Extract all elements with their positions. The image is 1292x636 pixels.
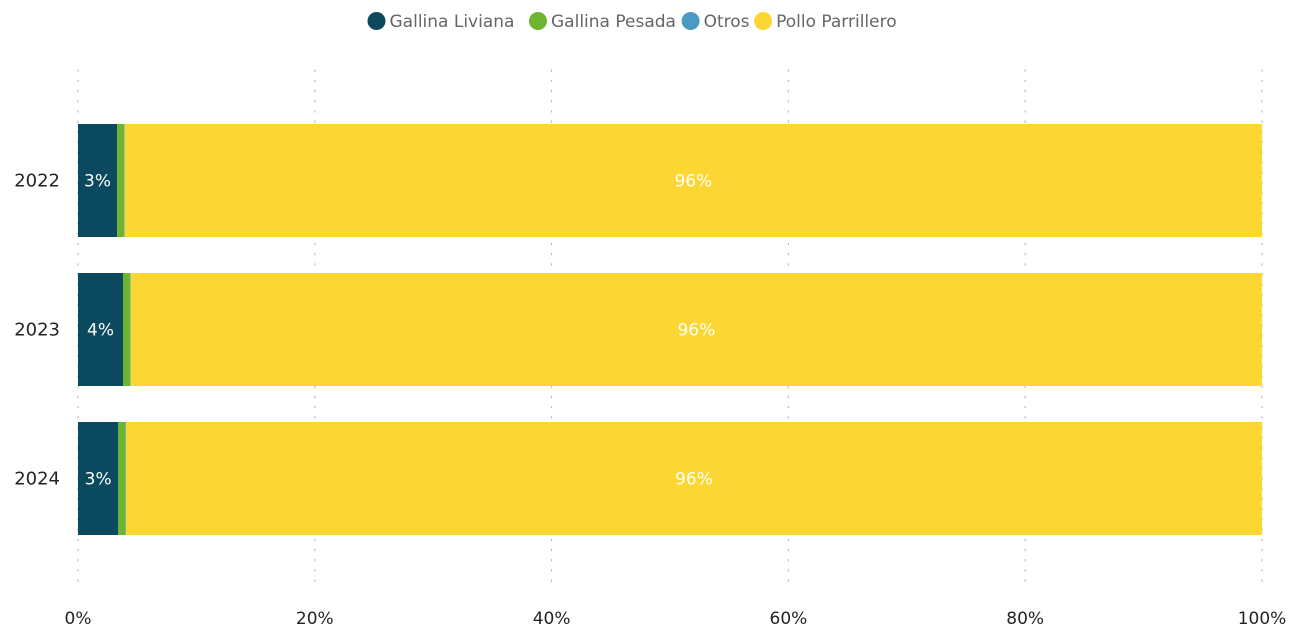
data-label: 96% (677, 321, 715, 341)
bar-segment (125, 422, 126, 535)
data-label: 3% (84, 172, 111, 192)
x-axis: 0% 20% 40% 60% 80% 100% (65, 609, 1287, 629)
data-label: 3% (85, 470, 112, 490)
legend-swatch (367, 12, 386, 30)
bar-segment (122, 273, 131, 386)
x-tick-label: 100% (1238, 609, 1287, 629)
y-tick-label: 2024 (14, 469, 60, 490)
bar-segment (78, 273, 123, 386)
y-tick-label: 2022 (14, 171, 60, 192)
bar-segment (78, 124, 118, 237)
bar-segment (130, 273, 1263, 386)
x-tick-label: 80% (1006, 609, 1044, 629)
bar-segment (125, 422, 1262, 535)
bar-row-2022: 3% 96% (78, 124, 1263, 237)
legend: Gallina Liviana Gallina Pesada Otros Pollo … (367, 12, 897, 32)
legend-label: Otros (704, 12, 750, 32)
bar-segment (130, 273, 131, 386)
y-tick-label: 2023 (14, 320, 60, 341)
bar-segment (78, 422, 119, 535)
legend-label: Gallina Pesada (551, 12, 676, 32)
legend-item: Gallina Pesada (529, 12, 676, 32)
bars: 3% 96% 4% 96% 3% 96% (78, 124, 1263, 535)
x-tick-label: 0% (65, 609, 92, 629)
legend-swatch (754, 12, 773, 30)
legend-swatch (681, 12, 700, 30)
bar-row-2023: 4% 96% (78, 273, 1263, 386)
legend-label: Pollo Parrillero (776, 12, 897, 32)
data-label: 96% (675, 470, 713, 490)
data-label: 4% (87, 321, 114, 341)
bar-row-2024: 3% 96% (78, 422, 1262, 535)
x-tick-label: 40% (533, 609, 571, 629)
legend-swatch (529, 12, 547, 30)
x-tick-label: 20% (296, 609, 334, 629)
bar-segment (118, 422, 126, 535)
legend-item: Gallina Liviana (367, 12, 515, 32)
legend-label: Gallina Liviana (390, 12, 515, 32)
bar-segment (124, 124, 1263, 237)
bar-segment (124, 124, 125, 237)
bar-segment (117, 124, 125, 237)
legend-item: Pollo Parrillero (754, 12, 897, 32)
x-tick-label: 60% (770, 609, 808, 629)
legend-item: Otros (681, 12, 750, 32)
y-axis: 2022 2023 2024 (14, 171, 60, 490)
data-label: 96% (674, 172, 712, 192)
